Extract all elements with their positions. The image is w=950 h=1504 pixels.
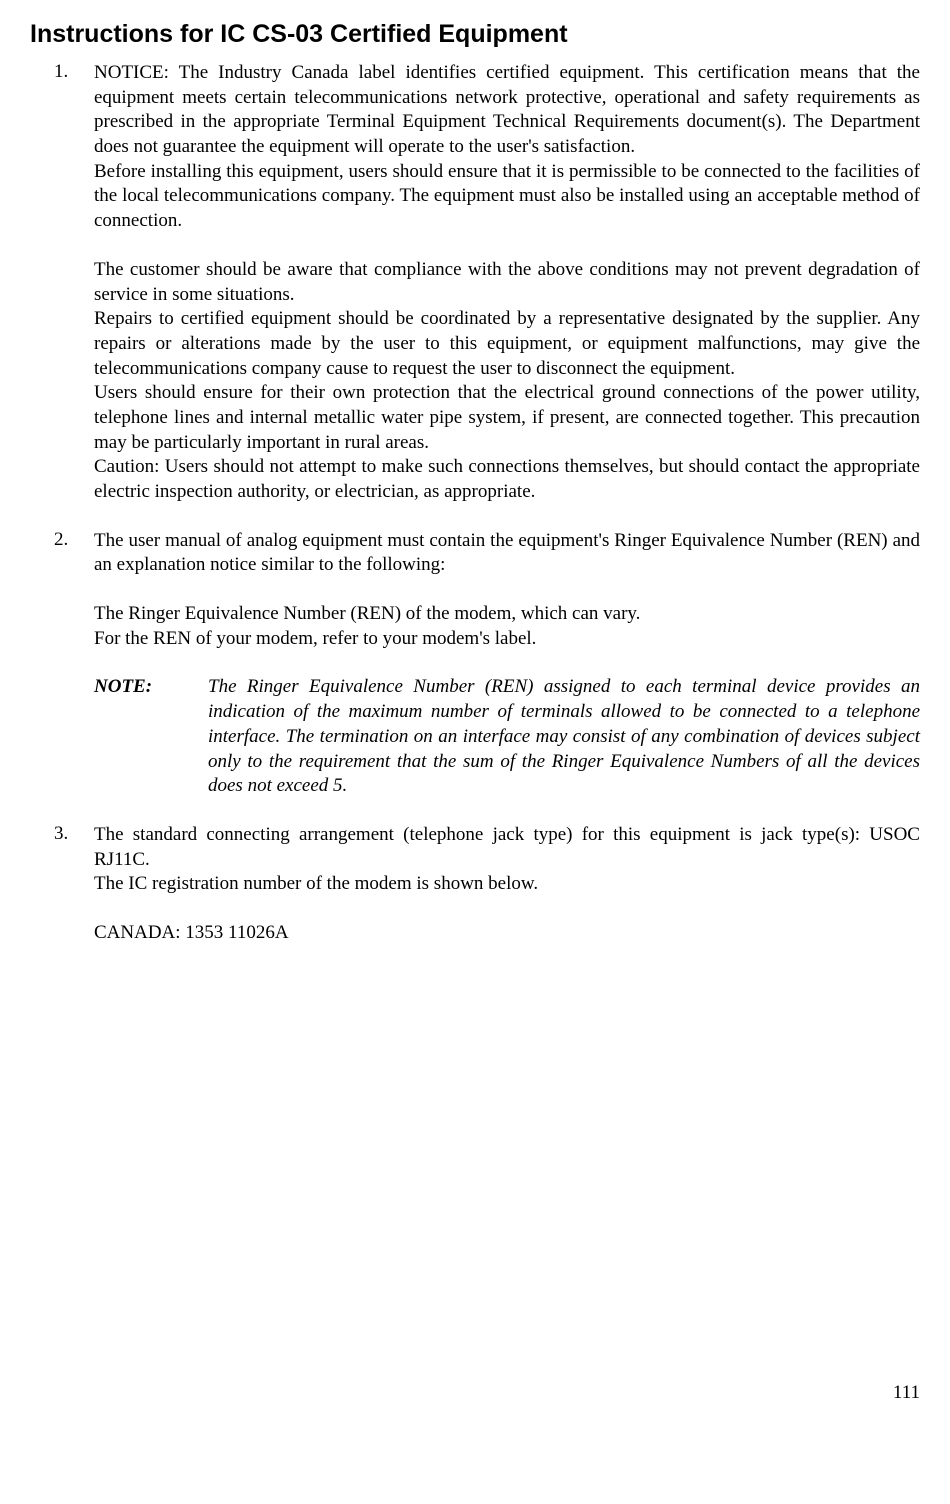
item1-para3: The customer should be aware that compli…: [94, 258, 920, 307]
item2-para3: For the REN of your modem, refer to your…: [94, 627, 920, 652]
item2-para2: The Ringer Equivalence Number (REN) of t…: [94, 602, 920, 627]
numbered-list: 1. NOTICE: The Industry Canada label ide…: [30, 61, 920, 946]
list-number-1: 1.: [54, 61, 68, 83]
list-item-2: 2. The user manual of analog equipment m…: [94, 529, 920, 652]
list-number-2: 2.: [54, 529, 68, 551]
item1-para1: NOTICE: The Industry Canada label identi…: [94, 61, 920, 160]
item1-para2: Before installing this equipment, users …: [94, 160, 920, 234]
note-text: The Ringer Equivalence Number (REN) assi…: [208, 675, 920, 798]
page-number: 111: [893, 1382, 920, 1404]
page-title: Instructions for IC CS-03 Certified Equi…: [30, 20, 920, 49]
item3-para2: The IC registration number of the modem …: [94, 872, 920, 897]
item1-para4: Repairs to certified equipment should be…: [94, 307, 920, 381]
item1-para5: Users should ensure for their own protec…: [94, 381, 920, 455]
item1-para6: Caution: Users should not attempt to mak…: [94, 455, 920, 504]
item3-para3: CANADA: 1353 11026A: [94, 921, 920, 946]
note-block: NOTE: The Ringer Equivalence Number (REN…: [94, 675, 920, 798]
item3-para1: The standard connecting arrangement (tel…: [94, 823, 920, 872]
list-item-1: 1. NOTICE: The Industry Canada label ide…: [94, 61, 920, 505]
list-number-3: 3.: [54, 823, 68, 845]
list-item-3: 3. The standard connecting arrangement (…: [94, 823, 920, 946]
item2-para1: The user manual of analog equipment must…: [94, 529, 920, 578]
note-label: NOTE:: [94, 675, 208, 798]
